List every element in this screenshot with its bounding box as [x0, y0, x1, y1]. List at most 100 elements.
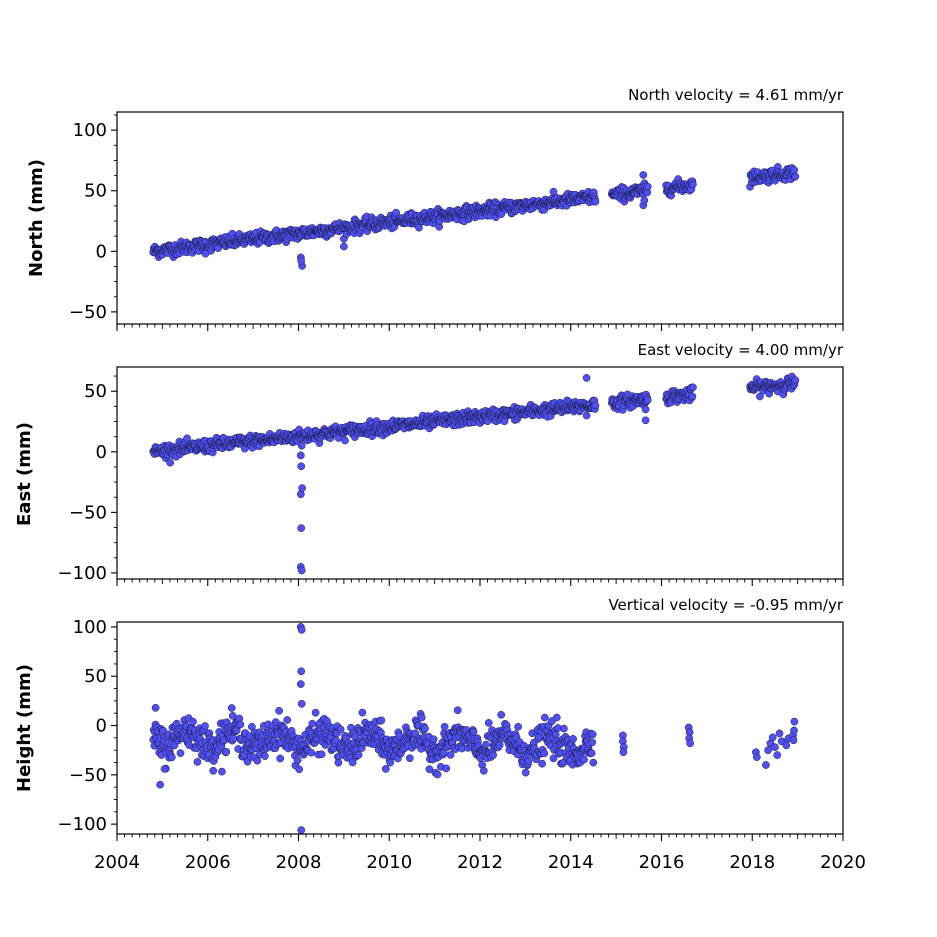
north-y-tick-label: 0: [96, 241, 107, 262]
height-y-tick-label: 0: [96, 716, 107, 737]
east-data-point: [688, 392, 697, 401]
height-data-point: [479, 766, 488, 775]
height-x-tick-label: 2018: [729, 852, 775, 873]
east-data-point: [297, 524, 306, 532]
height-data-point: [386, 758, 395, 767]
height-data-point: [789, 736, 798, 745]
east-ylabel: East (mm): [14, 422, 35, 526]
height-data-point: [222, 747, 231, 756]
height-data-point: [228, 712, 237, 720]
east-data-points: [149, 372, 800, 575]
height-data-point: [193, 758, 202, 766]
east-data-point: [689, 383, 697, 392]
east-data-point: [591, 401, 600, 410]
north-y-tick-label: 50: [84, 181, 107, 202]
height-y-tick-label: −100: [58, 814, 107, 835]
height-x-tick-label: 2014: [548, 852, 594, 873]
height-data-point: [276, 754, 285, 763]
height-data-point: [587, 749, 596, 757]
height-data-point: [151, 703, 160, 712]
height-data-point: [588, 730, 597, 739]
height-data-point: [201, 722, 209, 730]
height-data-point: [293, 756, 302, 765]
height-data-point: [440, 722, 449, 731]
height-data-point: [405, 754, 414, 763]
height-data-point: [775, 729, 784, 738]
height-data-point: [297, 667, 306, 676]
height-x-tick-label: 2010: [366, 852, 412, 873]
north-data-points: [149, 163, 800, 270]
east-axes: −100 −50 0 50: [58, 366, 844, 586]
height-data-point: [497, 710, 506, 719]
height-data-point: [580, 755, 588, 764]
north-data-point: [639, 171, 648, 179]
north-axes: −50 0 50 100: [69, 111, 844, 331]
height-data-point: [560, 724, 568, 733]
height-data-point: [176, 749, 185, 757]
north-y-tick-label: −50: [69, 302, 107, 323]
height-data-point: [167, 753, 176, 762]
height-data-point: [189, 717, 197, 726]
height-data-point: [768, 733, 777, 742]
height-data-point: [253, 756, 262, 765]
height-data-point: [296, 680, 305, 688]
height-data-point: [442, 764, 451, 773]
height-data-point: [764, 746, 772, 755]
height-data-point: [227, 704, 236, 712]
north-data-point: [497, 210, 506, 219]
height-data-point: [297, 826, 306, 834]
height-x-tick-label: 2020: [820, 852, 866, 873]
height-data-point: [411, 729, 420, 738]
height-panel: Vertical velocity = -0.95 mm/yr Height (…: [14, 596, 866, 873]
height-data-point: [524, 757, 533, 765]
height-data-point: [295, 765, 304, 774]
east-data-point: [297, 566, 306, 575]
height-data-point: [275, 706, 283, 715]
north-data-point: [201, 249, 210, 258]
north-data-point: [790, 166, 799, 174]
height-data-point: [782, 741, 791, 750]
height-data-point: [482, 740, 490, 749]
height-data-point: [521, 768, 530, 777]
height-data-point: [588, 738, 597, 747]
north-data-point: [340, 242, 348, 251]
height-data-point: [236, 720, 245, 729]
east-data-point: [643, 396, 652, 404]
north-velocity-title: North velocity = 4.61 mm/yr: [628, 86, 844, 104]
height-data-point: [261, 752, 269, 760]
east-y-tick-label: −50: [69, 502, 107, 523]
height-data-point: [425, 765, 434, 774]
height-data-point: [773, 751, 782, 759]
height-data-point: [433, 770, 442, 779]
height-y-tick-label: 50: [84, 666, 107, 687]
height-x-tick-label: 2008: [276, 852, 322, 873]
east-data-point: [582, 374, 591, 382]
height-data-point: [790, 726, 798, 735]
east-data-point: [341, 436, 349, 445]
north-data-point: [415, 223, 423, 232]
height-data-point: [156, 780, 164, 789]
height-data-point: [218, 767, 226, 776]
east-data-point: [641, 416, 650, 425]
height-ylabel: Height (mm): [14, 664, 35, 792]
east-data-point: [297, 441, 306, 450]
east-data-point: [296, 451, 305, 460]
north-ylabel: North (mm): [26, 159, 47, 277]
height-x-tick-label: 2006: [185, 852, 231, 873]
east-y-tick-label: 0: [96, 442, 107, 463]
east-data-point: [166, 458, 175, 467]
height-data-point: [439, 748, 448, 757]
height-data-point: [358, 708, 367, 717]
height-data-point: [377, 716, 386, 725]
height-data-points: [149, 623, 799, 834]
height-y-tick-label: 100: [73, 617, 107, 638]
east-plot-frame: [116, 366, 844, 580]
north-data-point: [640, 196, 649, 205]
height-data-point: [297, 626, 306, 634]
height-data-point: [469, 727, 478, 736]
height-data-point: [453, 706, 462, 715]
height-data-point: [484, 719, 493, 727]
height-data-point: [348, 758, 357, 767]
height-data-point: [549, 754, 558, 763]
